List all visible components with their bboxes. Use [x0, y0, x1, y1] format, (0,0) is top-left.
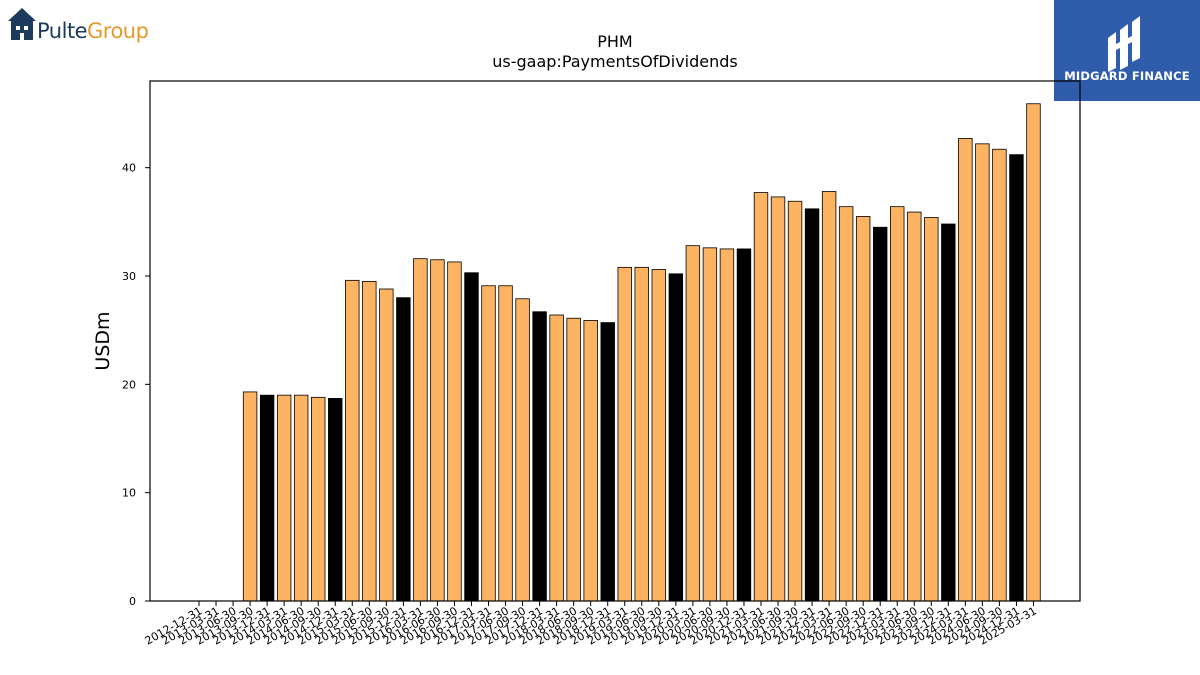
y-tick-label-40: 40	[122, 162, 136, 175]
brand-badge: MIDGARD FINANCE	[1054, 0, 1200, 101]
bar-2017-03-31	[481, 285, 496, 602]
bar-2022-09-30	[855, 216, 871, 602]
bar-2023-12-31	[941, 223, 956, 602]
y-tick-label-30: 30	[122, 270, 136, 283]
chart-subtitle: us-gaap:PaymentsOfDividends	[492, 52, 738, 71]
bar-2018-12-31	[600, 322, 615, 602]
bar-2021-12-31	[804, 208, 820, 602]
bar-2022-03-31	[821, 191, 837, 602]
bar-2018-09-30	[583, 320, 598, 602]
bar-2024-12-31	[1009, 154, 1024, 602]
bar-2016-03-31	[413, 258, 428, 602]
brand-name: MIDGARD FINANCE	[1064, 69, 1190, 83]
bar-2022-12-31	[873, 226, 888, 602]
company-logo-text-group: Group	[87, 19, 149, 43]
bar-2013-12-31	[259, 394, 275, 602]
bar-2024-06-30	[975, 143, 990, 602]
bar-2019-03-31	[617, 266, 632, 602]
bar-2021-09-30	[787, 200, 803, 602]
bar-2019-06-30	[634, 266, 649, 602]
bar-2015-09-30	[379, 288, 394, 602]
chart-title: PHM	[597, 32, 633, 51]
bar-2020-06-30	[702, 247, 718, 602]
company-logo-text-pulte: Pulte	[37, 19, 88, 43]
bar-2020-09-30	[719, 248, 735, 602]
bar-2025-03-31	[1026, 103, 1041, 602]
bar-2022-06-30	[838, 206, 854, 602]
bar-2024-09-30	[992, 148, 1007, 602]
y-tick-label-0: 0	[129, 595, 136, 608]
bar-2020-03-31	[685, 245, 701, 602]
bar-2018-06-30	[566, 317, 581, 602]
bar-2021-06-30	[770, 196, 786, 602]
bar-2024-03-31	[958, 138, 973, 602]
bar-2014-12-31	[328, 398, 343, 602]
house-icon	[8, 8, 36, 40]
bar-2015-03-31	[345, 279, 360, 602]
bar-2016-12-31	[464, 272, 479, 602]
bar-2014-03-31	[276, 394, 292, 602]
bar-2018-03-31	[549, 314, 564, 602]
y-axis-label: USDm	[92, 311, 114, 370]
y-tick-label-20: 20	[122, 378, 136, 391]
bar-2021-03-31	[753, 192, 769, 602]
bar-2019-12-31	[668, 273, 684, 602]
plot-frame	[149, 80, 1081, 602]
bar-2014-09-30	[311, 396, 326, 602]
bar-2020-12-31	[736, 248, 752, 602]
bar-2015-06-30	[362, 281, 377, 602]
bar-2023-03-31	[890, 206, 905, 602]
bar-2014-06-30	[293, 394, 309, 602]
brand-mark-icon	[1108, 16, 1140, 72]
bar-2015-12-31	[396, 297, 411, 602]
bar-2017-06-30	[498, 285, 513, 602]
bar-2023-09-30	[924, 217, 939, 602]
bar-2017-12-31	[532, 311, 547, 602]
bar-2016-06-30	[430, 259, 445, 602]
bar-2017-09-30	[515, 298, 530, 602]
company-logo: Pulte Group	[7, 7, 157, 47]
y-tick-label-10: 10	[122, 487, 136, 500]
bar-2013-09-30	[242, 391, 258, 602]
bar-2019-09-30	[651, 269, 667, 602]
bar-2016-09-30	[447, 261, 462, 602]
bar-2023-06-30	[907, 211, 922, 602]
